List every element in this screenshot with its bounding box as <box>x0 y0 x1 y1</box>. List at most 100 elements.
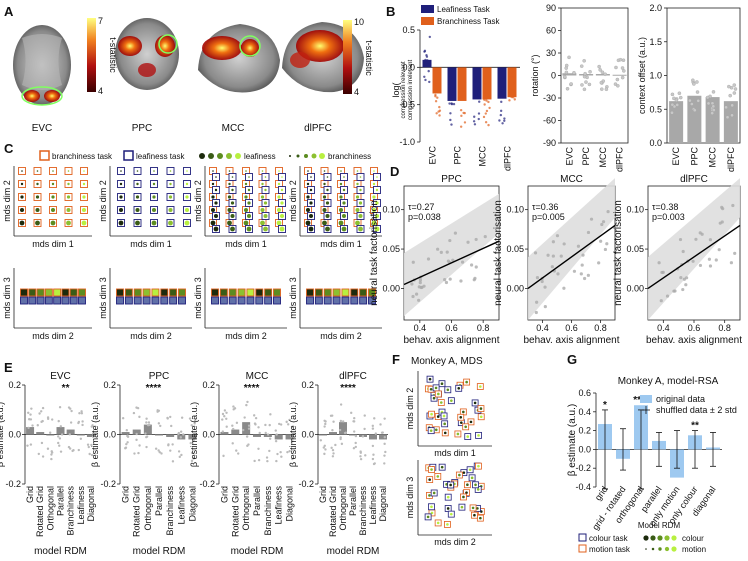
legend-colour-task-swatch <box>578 533 587 542</box>
data-point <box>383 462 386 465</box>
bar-leafiness-task-mcc <box>472 67 482 100</box>
data-point <box>449 118 452 122</box>
mds-point-fill <box>309 188 313 192</box>
data-point <box>81 420 84 423</box>
data-point <box>466 240 470 244</box>
data-point <box>90 443 93 447</box>
data-point <box>30 407 33 410</box>
data-point <box>500 89 504 92</box>
data-point <box>180 416 184 419</box>
data-point <box>125 429 128 432</box>
mds-point-fill <box>432 396 436 400</box>
data-point <box>615 77 620 82</box>
data-point <box>426 59 429 62</box>
legend-leafiness-task: leafiness task <box>136 152 185 161</box>
data-point <box>434 83 437 86</box>
x-tick-label: 0.6 <box>688 323 701 333</box>
y-tick-label: 0.05 <box>626 244 644 254</box>
data-point <box>418 278 423 282</box>
bar-orthogonal <box>46 434 55 436</box>
y-tick-label: 0.2 <box>578 426 591 436</box>
data-point <box>31 424 34 427</box>
x-axis-label: Model RDM <box>638 521 681 530</box>
data-point <box>691 78 695 83</box>
mds-point <box>228 296 237 305</box>
mds-point-fill <box>168 220 173 226</box>
mds-point-fill <box>325 201 330 205</box>
mds-point <box>306 288 314 297</box>
data-point <box>482 115 486 119</box>
y-tick-label: 0.00 <box>626 283 644 293</box>
data-point <box>710 101 715 106</box>
tau-label: τ=0.27 <box>408 202 434 212</box>
data-point <box>450 94 453 97</box>
data-point <box>562 75 567 79</box>
data-point <box>533 251 538 255</box>
data-point <box>730 103 734 108</box>
data-point <box>81 423 84 427</box>
mds-point-fill <box>50 220 56 226</box>
mds-point-fill <box>306 208 310 212</box>
legend-branchiness-label: Branchiness Task <box>437 17 501 26</box>
x-tick-label: 0.6 <box>565 323 578 333</box>
data-point <box>171 460 175 463</box>
data-point <box>383 442 386 446</box>
data-point <box>354 445 358 449</box>
bar-branchiness <box>66 429 75 435</box>
mds-point <box>359 296 368 305</box>
mds-point <box>169 288 178 297</box>
mds-point-fill <box>462 495 465 499</box>
x-axis-label: behav. axis alignment <box>524 335 620 346</box>
mds-point-fill <box>479 415 483 419</box>
data-point <box>449 112 452 115</box>
mds-point-fill <box>322 220 327 226</box>
data-point <box>231 442 234 445</box>
data-point <box>483 98 486 101</box>
data-point <box>354 434 358 438</box>
legend-shuffled-label: shuffled data ± 2 std <box>656 405 737 415</box>
y-tick-label: 60 <box>546 26 556 36</box>
data-point <box>670 92 675 97</box>
data-point <box>279 423 283 426</box>
mds-point-fill <box>375 201 379 205</box>
mds-point-fill <box>473 513 476 517</box>
data-point <box>339 403 343 406</box>
mds-point-fill <box>449 483 452 487</box>
data-point <box>588 70 592 74</box>
y-tick-label: -0.2 <box>298 479 314 489</box>
colorbar-left-max: 7 <box>98 16 103 26</box>
mds-point-fill <box>35 208 40 212</box>
legend-branchiness-task: branchiness task <box>52 152 113 161</box>
data-point <box>257 426 260 429</box>
bar-leafiness <box>274 434 283 440</box>
mds-point-fill <box>136 182 139 186</box>
mds-point <box>246 288 255 297</box>
mds-point <box>124 296 133 305</box>
data-point <box>268 423 271 427</box>
data-point <box>46 417 50 421</box>
y-tick-label: 0.2 <box>8 380 21 390</box>
mds-subplot: mds dim 2 mds dim 1 <box>193 166 287 249</box>
data-point <box>605 242 609 246</box>
data-point <box>501 86 505 89</box>
data-point <box>599 239 603 243</box>
mds-point <box>341 288 350 297</box>
x-tick-label: Leafiness <box>76 486 86 525</box>
data-point <box>274 429 277 432</box>
x-tick-label: Diagonal <box>187 486 197 522</box>
data-point <box>169 449 172 452</box>
region-label-dlpfc: dlPFC <box>304 123 332 134</box>
data-point <box>88 452 91 456</box>
mds-point <box>350 296 359 305</box>
mds-point-fill <box>440 382 444 385</box>
mds-point-fill <box>446 388 450 392</box>
data-point <box>601 220 606 224</box>
mds-point-fill <box>230 201 235 205</box>
p-label: p=0.038 <box>408 212 441 222</box>
data-point <box>450 102 453 105</box>
y-tick-label: 0 <box>551 71 556 81</box>
bar-rotated-grid <box>329 432 337 435</box>
colorbar-left <box>87 18 96 92</box>
data-point <box>363 427 366 431</box>
